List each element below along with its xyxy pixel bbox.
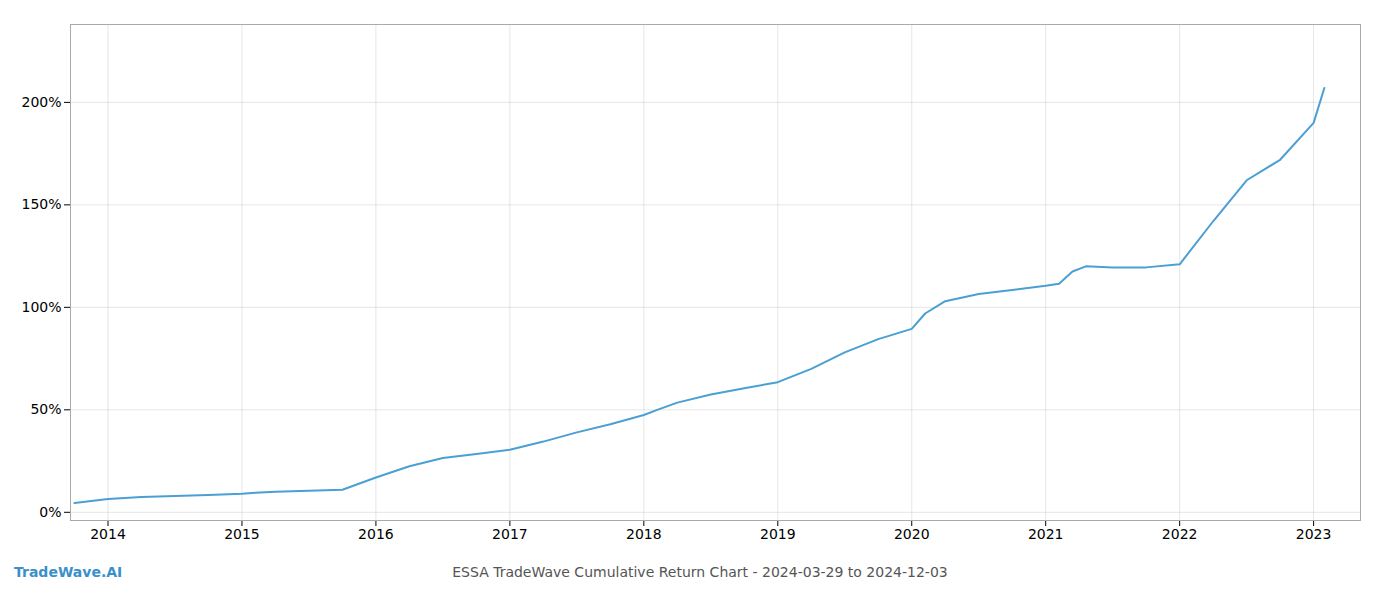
svg-text:200%: 200% <box>21 94 61 110</box>
svg-text:2020: 2020 <box>894 526 930 542</box>
svg-text:2017: 2017 <box>492 526 528 542</box>
svg-text:2022: 2022 <box>1162 526 1198 542</box>
svg-text:2018: 2018 <box>626 526 662 542</box>
svg-text:2023: 2023 <box>1296 526 1332 542</box>
svg-text:50%: 50% <box>30 401 61 417</box>
svg-text:2021: 2021 <box>1028 526 1064 542</box>
html-text:TradeWave.AI: TradeWave.AI <box>14 564 123 580</box>
svg-text:100%: 100% <box>21 299 61 315</box>
svg-text:2019: 2019 <box>760 526 796 542</box>
svg-text:0%: 0% <box>39 504 61 520</box>
svg-text:150%: 150% <box>21 196 61 212</box>
svg-text:2014: 2014 <box>90 526 126 542</box>
html-text:ESSA TradeWave Cumulative Retu: ESSA TradeWave Cumulative Return Chart -… <box>452 564 948 580</box>
svg-text:2016: 2016 <box>358 526 394 542</box>
svg-text:2015: 2015 <box>224 526 260 542</box>
